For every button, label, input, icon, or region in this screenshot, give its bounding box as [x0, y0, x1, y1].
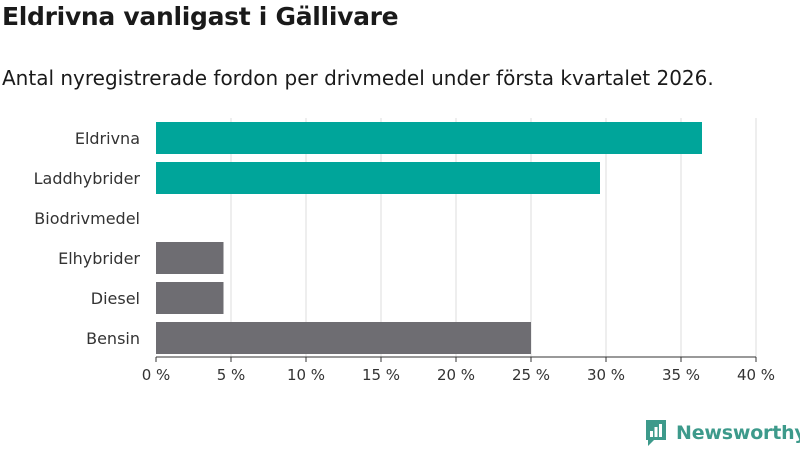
- x-tick-label-30: 30 %: [587, 366, 625, 384]
- bar-eldrivna: [156, 122, 702, 154]
- newsworthy-logo-icon: [646, 420, 666, 446]
- x-tick-label-25: 25 %: [512, 366, 550, 384]
- category-label-eldrivna: Eldrivna: [75, 129, 140, 148]
- chart-subtitle: Antal nyregistrerade fordon per drivmede…: [2, 66, 714, 90]
- x-tick-label-0: 0 %: [142, 366, 171, 384]
- bar-diesel: [156, 282, 224, 314]
- bar-laddhybrider: [156, 162, 600, 194]
- x-tick-label-20: 20 %: [437, 366, 475, 384]
- x-tick-label-35: 35 %: [662, 366, 700, 384]
- x-axis: 0 % 5 % 10 % 15 % 20 % 25 % 30 % 35 % 40 %: [142, 356, 775, 384]
- x-tick-label-15: 15 %: [362, 366, 400, 384]
- brand-logo: Newsworthy: [644, 418, 800, 448]
- x-tick-label-5: 5 %: [217, 366, 246, 384]
- category-label-elhybrider: Elhybrider: [58, 249, 140, 268]
- chart-title: Eldrivna vanligast i Gällivare: [2, 2, 399, 31]
- category-label-laddhybrider: Laddhybrider: [34, 169, 141, 188]
- category-label-biodrivmedel: Biodrivmedel: [34, 209, 140, 228]
- category-label-bensin: Bensin: [86, 329, 140, 348]
- bars: [156, 122, 702, 354]
- x-tick-label-10: 10 %: [287, 366, 325, 384]
- category-label-diesel: Diesel: [91, 289, 140, 308]
- brand-name: Newsworthy: [676, 422, 800, 444]
- grid-lines: [230, 118, 757, 357]
- bar-elhybrider: [156, 242, 224, 274]
- category-labels: Eldrivna Laddhybrider Biodrivmedel Elhybrid…: [34, 129, 141, 348]
- x-tick-label-40: 40 %: [737, 366, 775, 384]
- bar-bensin: [156, 322, 531, 354]
